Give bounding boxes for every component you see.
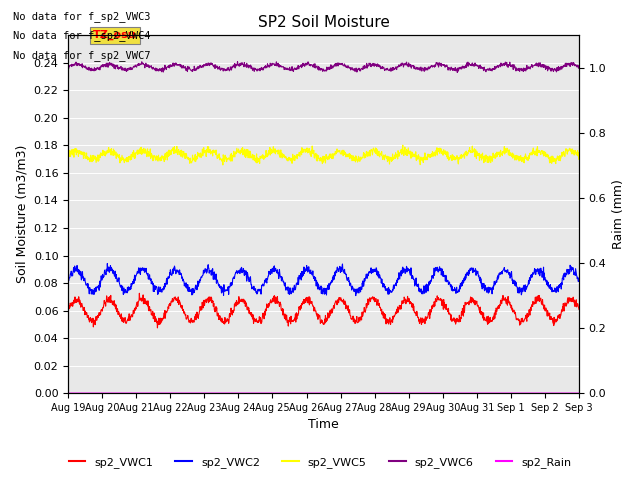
Text: No data for f_sp2_VWC4: No data for f_sp2_VWC4 <box>13 30 150 41</box>
Legend: sp2_VWC1, sp2_VWC2, sp2_VWC5, sp2_VWC6, sp2_Rain: sp2_VWC1, sp2_VWC2, sp2_VWC5, sp2_VWC6, … <box>65 452 575 472</box>
Y-axis label: Raim (mm): Raim (mm) <box>612 180 625 249</box>
Text: TZ_osu: TZ_osu <box>93 30 137 40</box>
Title: SP2 Soil Moisture: SP2 Soil Moisture <box>258 15 390 30</box>
Y-axis label: Soil Moisture (m3/m3): Soil Moisture (m3/m3) <box>15 145 28 283</box>
Text: No data for f_sp2_VWC7: No data for f_sp2_VWC7 <box>13 49 150 60</box>
Text: No data for f_sp2_VWC3: No data for f_sp2_VWC3 <box>13 11 150 22</box>
X-axis label: Time: Time <box>308 419 339 432</box>
